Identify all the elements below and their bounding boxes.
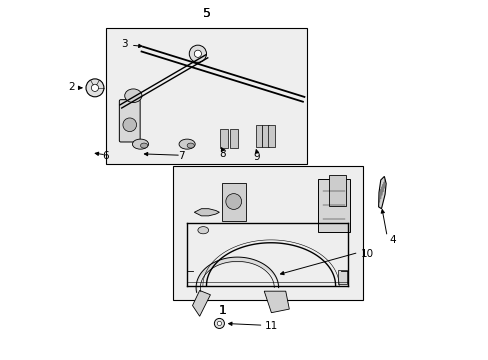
Circle shape [91, 84, 99, 91]
Circle shape [122, 118, 136, 132]
Text: 6: 6 [102, 151, 109, 161]
Text: 4: 4 [389, 234, 396, 244]
Text: 8: 8 [219, 149, 225, 159]
FancyBboxPatch shape [329, 175, 346, 206]
Text: 7: 7 [177, 151, 184, 161]
Text: 2: 2 [68, 82, 75, 93]
Polygon shape [378, 176, 386, 209]
Circle shape [214, 319, 224, 328]
Text: 10: 10 [360, 248, 373, 258]
Ellipse shape [187, 143, 194, 148]
FancyBboxPatch shape [267, 126, 274, 147]
FancyBboxPatch shape [119, 100, 140, 142]
Text: 9: 9 [253, 152, 260, 162]
Ellipse shape [140, 143, 147, 148]
FancyBboxPatch shape [261, 126, 268, 147]
Circle shape [225, 194, 241, 210]
Bar [338, 270, 346, 284]
Text: 1: 1 [219, 304, 226, 317]
Circle shape [86, 79, 104, 97]
Text: 11: 11 [265, 321, 278, 331]
Text: 5: 5 [203, 8, 210, 21]
FancyBboxPatch shape [255, 126, 262, 147]
Circle shape [194, 50, 201, 57]
FancyBboxPatch shape [220, 129, 228, 148]
Bar [106, 28, 306, 164]
Bar [172, 166, 362, 300]
FancyBboxPatch shape [318, 179, 349, 231]
Ellipse shape [198, 226, 208, 234]
Text: 3: 3 [121, 40, 128, 49]
Circle shape [217, 321, 221, 325]
FancyBboxPatch shape [229, 129, 237, 148]
Text: 1: 1 [219, 304, 226, 317]
Polygon shape [192, 291, 210, 316]
Polygon shape [194, 209, 219, 216]
FancyBboxPatch shape [222, 183, 245, 221]
Ellipse shape [132, 139, 148, 149]
Ellipse shape [124, 89, 142, 103]
Circle shape [189, 45, 206, 62]
Ellipse shape [179, 139, 195, 149]
Polygon shape [264, 291, 289, 313]
Text: 5: 5 [203, 8, 210, 21]
